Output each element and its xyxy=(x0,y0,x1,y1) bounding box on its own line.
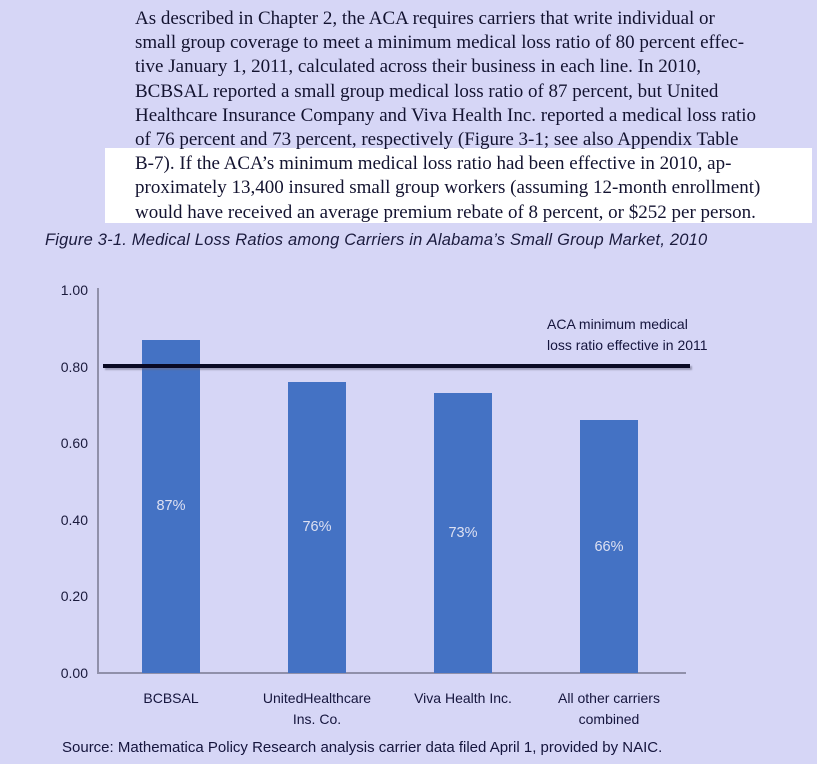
category-label-line: Ins. Co. xyxy=(292,711,342,727)
bar-value-label: 66% xyxy=(594,538,624,555)
paragraph-line: of 76 percent and 73 percent, respective… xyxy=(135,128,739,150)
paragraph-line: small group coverage to meet a minimum m… xyxy=(135,32,745,54)
y-axis-tick-labels: 1.00 0.80 0.60 0.40 0.20 0.00 xyxy=(28,0,88,764)
paragraph-line: proximately 13,400 insured small group w… xyxy=(135,177,761,199)
paragraph-line: B-7). If the ACA’s minimum medical loss … xyxy=(135,153,732,175)
chart-bar: 73% xyxy=(434,393,492,673)
category-label-line: BCBSAL xyxy=(143,690,199,706)
aca-minimum-reference-line xyxy=(103,363,690,369)
y-axis-tick-label: 0.80 xyxy=(60,358,88,375)
y-axis-tick-label: 0.20 xyxy=(60,588,88,605)
bar-value-label: 87% xyxy=(156,498,186,515)
x-axis-line xyxy=(97,672,686,674)
bar-value-label: 73% xyxy=(448,525,478,542)
figure-caption: Figure 3-1. Medical Loss Ratios among Ca… xyxy=(45,231,708,249)
paragraph-line: tive January 1, 2011, calculated across … xyxy=(135,56,701,78)
reference-line-annotation: ACA minimum medical loss ratio effective … xyxy=(547,314,708,356)
y-axis-tick-label: 0.60 xyxy=(60,435,88,452)
chart-bar: 66% xyxy=(580,420,638,673)
paragraph-line: BCBSAL reported a small group medical lo… xyxy=(135,80,719,102)
paragraph-line: Healthcare Insurance Company and Viva He… xyxy=(135,104,757,126)
chart-bar: 76% xyxy=(288,381,346,673)
category-label: All other carriers combined xyxy=(534,688,684,730)
category-label-line: Viva Health Inc. xyxy=(414,690,512,706)
category-label-line: All other carriers xyxy=(558,690,660,706)
category-label-line: UnitedHealthcare xyxy=(262,690,372,706)
text-highlight-box xyxy=(105,148,812,223)
category-label: BCBSAL xyxy=(96,688,246,709)
source-note: Source: Mathematica Policy Research anal… xyxy=(62,739,663,756)
y-axis-tick-label: 0.00 xyxy=(60,665,88,681)
chart-bar: 87% xyxy=(142,339,200,673)
y-axis-tick-label: 0.40 xyxy=(60,511,88,528)
y-axis-line xyxy=(97,288,99,674)
category-label: UnitedHealthcare Ins. Co. xyxy=(242,688,392,730)
annotation-line: ACA minimum medical xyxy=(547,316,688,332)
annotation-line: loss ratio effective in 2011 xyxy=(547,337,708,353)
paragraph-line: As described in Chapter 2, the ACA requi… xyxy=(135,8,715,29)
paragraph-line: would have received an average premium r… xyxy=(135,201,756,223)
bar-value-label: 76% xyxy=(302,519,332,536)
body-paragraph: As described in Chapter 2, the ACA requi… xyxy=(135,7,760,225)
category-label: Viva Health Inc. xyxy=(388,688,538,709)
category-label-line: combined xyxy=(578,711,640,727)
y-axis-tick-label: 1.00 xyxy=(60,282,88,298)
